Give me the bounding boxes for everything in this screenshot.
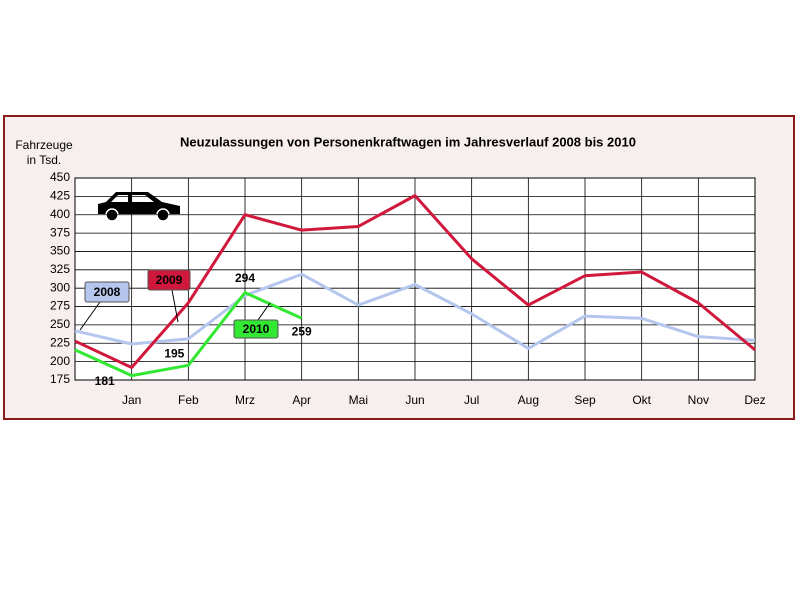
x-tick-label: Mrz (235, 393, 255, 407)
x-tick-label: Dez (744, 393, 765, 407)
x-tick-label: Jan (122, 393, 141, 407)
y-axis-label: in Tsd. (27, 153, 61, 167)
legend-label: 2010 (243, 322, 270, 336)
legend-label: 2008 (94, 285, 121, 299)
legend-leader (79, 301, 101, 331)
x-tick-label: Feb (178, 393, 199, 407)
data-label: 294 (235, 271, 255, 285)
legend-leader (171, 289, 179, 323)
data-label: 195 (164, 346, 184, 360)
y-tick-label: 275 (50, 299, 70, 313)
y-tick-label: 425 (50, 189, 70, 203)
y-tick-label: 325 (50, 262, 70, 276)
x-tick-label: Okt (632, 393, 651, 407)
x-tick-label: Nov (688, 393, 709, 407)
series-line (74, 291, 303, 378)
series-line (74, 194, 756, 370)
y-tick-label: 175 (50, 372, 70, 386)
y-tick-label: 400 (50, 207, 70, 221)
x-tick-label: Jul (464, 393, 479, 407)
y-tick-label: 450 (50, 170, 70, 184)
x-tick-label: Aug (518, 393, 539, 407)
legend-box (233, 319, 279, 339)
series-line (74, 272, 756, 350)
y-tick-label: 375 (50, 225, 70, 239)
data-label: 181 (95, 374, 115, 388)
legend-box (147, 269, 191, 291)
legend-box (84, 281, 130, 303)
legend-label: 2009 (156, 273, 183, 287)
chart-title: Neuzulassungen von Personenkraftwagen im… (180, 134, 636, 149)
y-tick-label: 250 (50, 317, 70, 331)
y-tick-label: 225 (50, 335, 70, 349)
plot-border (74, 177, 756, 381)
data-label: 259 (292, 324, 312, 338)
y-tick-label: 350 (50, 244, 70, 258)
x-tick-label: Sep (574, 393, 596, 407)
y-axis-label: Fahrzeuge (15, 138, 73, 152)
y-tick-label: 300 (50, 280, 70, 294)
legend-leader (257, 302, 271, 321)
x-tick-label: Jun (405, 393, 424, 407)
y-tick-label: 200 (50, 354, 70, 368)
x-tick-label: Mai (349, 393, 368, 407)
x-tick-label: Apr (292, 393, 311, 407)
